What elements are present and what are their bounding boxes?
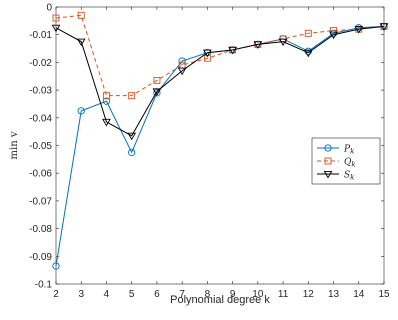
y-tick-label: -0.05 — [29, 141, 52, 152]
x-tick-label: 7 — [179, 289, 185, 300]
y-tick-label: -0.04 — [29, 113, 52, 124]
legend-marker — [324, 157, 332, 165]
data-point — [379, 23, 389, 31]
data-point — [52, 14, 60, 22]
legend-marker — [324, 144, 332, 152]
legend-label: Pk — [343, 145, 354, 156]
data-point — [153, 76, 161, 84]
y-tick-label: -0.07 — [29, 196, 52, 207]
data-point — [102, 97, 111, 105]
x-tick-label: 12 — [303, 289, 315, 300]
series-s — [51, 23, 389, 141]
data-point — [102, 118, 111, 127]
y-axis-ticks: 0 -0.01 -0.02 -0.03 -0.04 -0.05 -0.06 -0.07 -0.0… — [29, 3, 384, 291]
x-axis-ticks: 2 3 4 5 6 7 8 9 10 11 12 13 14 15 — [53, 7, 390, 300]
data-point — [278, 38, 288, 47]
data-point — [203, 54, 211, 62]
legend-label: Qk — [344, 158, 356, 169]
data-point — [51, 24, 61, 33]
data-point — [103, 92, 110, 100]
y-tick-label: -0.02 — [29, 58, 52, 69]
y-tick-label: -0.01 — [29, 30, 52, 41]
x-tick-label: 11 — [278, 289, 289, 300]
data-point — [330, 27, 337, 34]
y-tick-label: -0.06 — [29, 169, 52, 180]
x-tick-label: 13 — [328, 289, 340, 300]
legend-box — [311, 137, 381, 185]
x-tick-label: 4 — [104, 289, 110, 300]
x-tick-label: 10 — [252, 289, 264, 300]
y-tick-label: -0.09 — [29, 252, 52, 263]
data-point — [329, 31, 338, 40]
data-point — [152, 88, 162, 96]
data-point — [354, 26, 364, 34]
x-tick-label: 3 — [78, 289, 84, 300]
data-point — [128, 92, 136, 100]
x-tick-label: 8 — [205, 289, 211, 300]
data-point — [77, 11, 85, 19]
data-point — [303, 49, 313, 58]
x-axis-label: Polynomial degree k — [170, 294, 270, 306]
data-point — [127, 132, 137, 141]
x-tick-label: 6 — [154, 289, 160, 300]
data-point — [178, 57, 186, 65]
series-group — [51, 11, 389, 270]
y-axis-label: min v — [9, 131, 20, 159]
legend: Pk Qk Sk — [311, 137, 381, 185]
x-tick-label: 2 — [53, 289, 59, 300]
y-tick-label: -0.08 — [29, 224, 52, 235]
x-tick-label: 9 — [230, 289, 236, 300]
data-point — [304, 29, 312, 37]
x-tick-label: 5 — [129, 289, 135, 300]
legend-entry: Pk — [317, 144, 354, 156]
legend-entry: Sk — [317, 171, 354, 182]
legend-label: Sk — [344, 171, 354, 182]
data-point — [203, 49, 212, 58]
data-point — [228, 46, 237, 55]
data-point — [77, 107, 85, 115]
y-tick-label: 0 — [46, 3, 52, 14]
data-point — [253, 41, 263, 49]
x-tick-label: 14 — [353, 289, 365, 300]
data-point — [128, 148, 136, 157]
x-tick-label: 15 — [378, 289, 390, 300]
data-point — [52, 262, 60, 270]
legend-marker — [323, 170, 333, 179]
legend-entry: Qk — [317, 158, 356, 169]
data-point — [76, 38, 86, 47]
y-tick-label: -0.1 — [35, 280, 53, 291]
data-point — [177, 67, 187, 76]
data-point — [153, 89, 161, 97]
series-line — [55, 25, 385, 137]
y-tick-label: -0.03 — [29, 86, 52, 97]
series-line — [55, 14, 385, 97]
